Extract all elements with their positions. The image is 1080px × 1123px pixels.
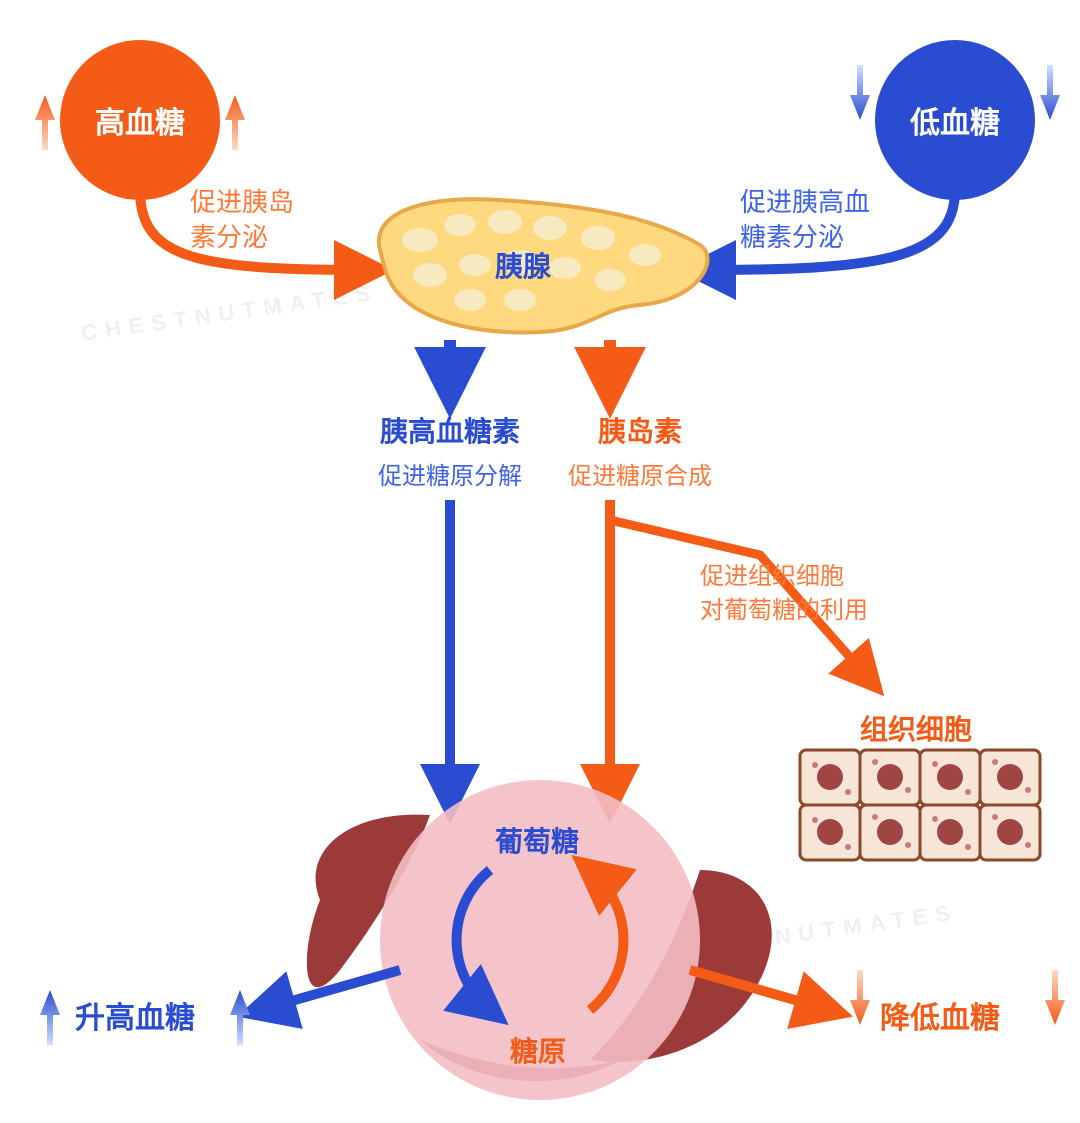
tissue-cells-label: 组织细胞 — [860, 708, 972, 748]
low-blood-sugar-label: 低血糖 — [910, 98, 1000, 142]
glycogen-label: 糖原 — [510, 1030, 566, 1070]
low-blood-sugar-node: 低血糖 — [875, 40, 1035, 200]
glucagon-sub: 促进糖原分解 — [330, 456, 570, 491]
raise-blood-sugar-label: 升高血糖 — [75, 993, 195, 1037]
insulin-title: 胰岛素 — [540, 410, 740, 450]
edge-label-high-to-pancreas: 促进胰岛 素分泌 — [190, 185, 294, 255]
insulin-sub: 促进糖原合成 — [540, 456, 740, 491]
lower-blood-sugar-label: 降低血糖 — [880, 993, 1000, 1037]
edge-label-low-to-pancreas: 促进胰高血 糖素分泌 — [740, 185, 870, 255]
glucagon-title: 胰高血糖素 — [330, 410, 570, 450]
glucagon-block: 胰高血糖素 促进糖原分解 — [330, 410, 570, 491]
high-blood-sugar-label: 高血糖 — [95, 98, 185, 142]
edge-label-insulin-to-cells: 促进组织细胞 对葡萄糖的利用 — [700, 560, 868, 627]
insulin-block: 胰岛素 促进糖原合成 — [540, 410, 740, 491]
high-blood-sugar-node: 高血糖 — [60, 40, 220, 200]
tissue-cells-icon — [800, 750, 1040, 860]
pancreas-label: 胰腺 — [495, 245, 551, 285]
glucose-label: 葡萄糖 — [495, 820, 579, 860]
